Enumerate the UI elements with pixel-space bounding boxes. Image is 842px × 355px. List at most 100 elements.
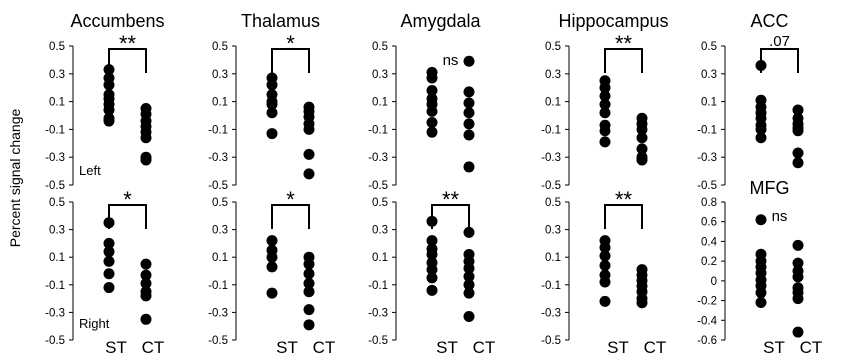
y-tick-label: 0.1: [701, 97, 717, 109]
y-tick-label: -0.1: [697, 124, 717, 136]
data-point-st: [426, 72, 438, 84]
data-point-ct: [636, 297, 648, 309]
group-label-st: ST: [607, 338, 629, 355]
y-tick-label: 0.1: [372, 97, 388, 109]
group-label-ct: CT: [644, 338, 667, 355]
data-point-ct: [140, 290, 152, 302]
data-point-st: [755, 214, 767, 226]
data-point-ct: [303, 304, 315, 316]
significance-label: **: [119, 31, 137, 56]
significance-label: **: [442, 187, 460, 212]
y-tick-label: 0.5: [372, 197, 388, 209]
data-point-ct: [140, 154, 152, 166]
data-point-st: [755, 297, 767, 309]
y-tick-label: 0.3: [545, 225, 561, 237]
data-point-st: [755, 132, 767, 144]
data-point-ct: [463, 129, 475, 141]
y-axis-label: Percent signal change: [7, 109, 23, 248]
data-point-st: [103, 246, 115, 258]
group-label-ct: CT: [473, 338, 496, 355]
data-point-ct: [140, 258, 152, 270]
data-point-st: [426, 248, 438, 260]
data-point-st: [103, 79, 115, 91]
data-point-st: [599, 136, 611, 148]
data-point-st: [755, 287, 767, 299]
data-point-ct: [303, 168, 315, 180]
data-point-st: [426, 126, 438, 138]
data-point-ct: [303, 123, 315, 135]
y-tick-label: 0.1: [212, 97, 228, 109]
data-point-ct: [303, 268, 315, 280]
data-point-ct: [636, 143, 648, 155]
y-tick-label: 0.8: [701, 197, 717, 209]
significance-bracket: [108, 204, 147, 229]
y-tick-label: 0.3: [212, 225, 228, 237]
significance-bracket: [604, 204, 643, 229]
y-tick-label: 0.3: [545, 69, 561, 81]
panel-mfg: 0.8 0.6 0.4 0.2 0 -0.2 -0.4 -0.6 ns MFG: [697, 178, 804, 347]
data-point-st: [266, 261, 278, 273]
significance-label: **: [615, 187, 633, 212]
panel-title: Amygdala: [400, 11, 481, 31]
data-point-ct: [792, 271, 804, 283]
data-point-ct: [792, 239, 804, 251]
panel-amygdala-left: 0.5 0.3 0.1 -0.1 -0.3 -0.5 ns Amygdala: [368, 11, 481, 192]
y-tick-label: -0.4: [697, 315, 717, 327]
y-tick-label: 0.5: [372, 41, 388, 53]
y-tick-label: 0.2: [701, 256, 717, 268]
data-point-st: [755, 123, 767, 135]
y-tick-label: 0.3: [372, 225, 388, 237]
data-point-st: [426, 116, 438, 128]
y-tick-label: -0.3: [368, 152, 388, 164]
data-point-st: [599, 107, 611, 119]
y-tick-label: -0.5: [208, 335, 228, 347]
data-point-ct: [303, 258, 315, 270]
y-tick-label: 0: [711, 276, 717, 288]
y-tick-label: -0.6: [697, 335, 717, 347]
y-tick-label: -0.5: [208, 180, 228, 192]
data-point-st: [426, 272, 438, 284]
y-tick-label: 0.4: [701, 236, 718, 248]
panel-title: Hippocampus: [558, 11, 668, 31]
data-point-st: [599, 250, 611, 262]
group-label-st: ST: [276, 338, 298, 355]
data-point-st: [599, 295, 611, 307]
data-point-ct: [303, 286, 315, 298]
data-point-ct: [463, 86, 475, 98]
panel-acc: 0.5 0.3 0.1 -0.1 -0.3 -0.5 .07 ACC: [697, 11, 804, 192]
panel-title: Accumbens: [70, 11, 164, 31]
y-tick-label: -0.3: [368, 307, 388, 319]
data-point-ct: [303, 277, 315, 289]
data-point-st: [103, 282, 115, 294]
data-point-ct: [140, 313, 152, 325]
y-tick-label: -0.5: [368, 335, 388, 347]
data-point-st: [599, 98, 611, 110]
significance-bracket: [760, 48, 799, 73]
data-point-st: [266, 251, 278, 263]
y-tick-label: -0.3: [208, 307, 228, 319]
y-tick-label: -0.1: [45, 124, 65, 136]
data-point-st: [426, 235, 438, 247]
panel-title: MFG: [750, 178, 790, 198]
data-point-ct: [463, 287, 475, 299]
data-point-st: [266, 107, 278, 119]
y-tick-label: 0.5: [212, 41, 228, 53]
y-tick-label: -0.5: [541, 335, 561, 347]
y-tick-label: -0.1: [208, 124, 228, 136]
data-point-st: [266, 128, 278, 140]
data-point-ct: [792, 125, 804, 137]
data-point-ct: [463, 271, 475, 283]
data-point-st: [599, 259, 611, 271]
y-tick-label: 0.1: [49, 252, 65, 264]
y-tick-label: -0.3: [541, 152, 561, 164]
significance-bracket: [271, 48, 310, 73]
data-point-ct: [463, 279, 475, 291]
y-tick-label: -0.5: [368, 180, 388, 192]
significance-label: **: [615, 31, 633, 56]
data-point-ct: [140, 132, 152, 144]
data-point-ct: [636, 154, 648, 166]
y-tick-label: -0.3: [45, 152, 65, 164]
data-point-ct: [140, 269, 152, 281]
data-point-ct: [792, 157, 804, 169]
